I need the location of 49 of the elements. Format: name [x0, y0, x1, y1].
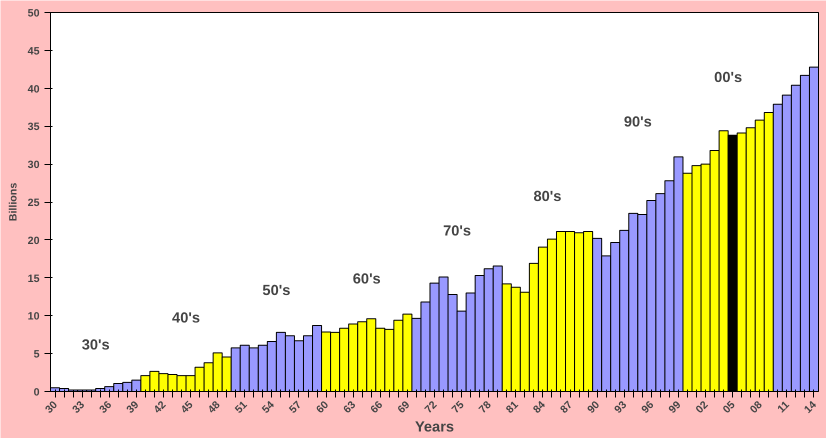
- y-tick-label: 30: [28, 159, 40, 172]
- annotation: 50's: [262, 283, 290, 300]
- y-tick-label: 50: [28, 8, 40, 20]
- x-tick-label: 57: [287, 398, 304, 416]
- x-tick-label: 78: [476, 398, 494, 416]
- x-tick-label: 02: [694, 398, 711, 416]
- annotation: 40's: [172, 310, 200, 326]
- x-tick-label: 96: [639, 398, 656, 416]
- x-tick-label: 87: [558, 398, 576, 416]
- y-tick-label: 40: [28, 83, 40, 96]
- annotation: 70's: [443, 224, 472, 240]
- x-tick-label: 08: [748, 398, 765, 416]
- y-tick-label: 45: [28, 45, 40, 58]
- y-tick-label: 15: [28, 272, 40, 285]
- annotation: 80's: [533, 189, 562, 206]
- y-tick-label: 0: [34, 386, 40, 398]
- x-tick-label: 54: [260, 398, 277, 416]
- y-tick-label: 20: [28, 234, 40, 247]
- y-tick-label: 25: [28, 197, 40, 209]
- x-tick-label: 48: [206, 398, 223, 416]
- x-tick-label: 05: [720, 398, 738, 416]
- annotation: 00's: [714, 70, 742, 86]
- annotation: 30's: [82, 338, 110, 354]
- y-tick-label: 35: [28, 121, 40, 134]
- x-tick-label: 93: [612, 398, 630, 416]
- x-tick-label: 72: [422, 398, 440, 416]
- y-tick-label: 10: [28, 310, 40, 323]
- x-tick-label: 66: [368, 398, 386, 416]
- x-tick-label: 60: [314, 398, 332, 416]
- annotation: 90's: [624, 114, 652, 130]
- x-axis-title: Years: [414, 420, 454, 436]
- x-tick-label: 51: [232, 398, 250, 416]
- y-tick-label: 5: [34, 348, 40, 361]
- x-tick-label: 33: [70, 398, 88, 416]
- x-tick-label: 90: [585, 398, 602, 416]
- x-tick-label: 11: [775, 398, 792, 416]
- x-tick-label: 45: [178, 398, 196, 416]
- x-tick-label: 36: [97, 398, 114, 416]
- x-tick-label: 39: [124, 398, 142, 416]
- x-tick-label: 42: [152, 398, 168, 416]
- x-tick-label: 63: [341, 398, 358, 416]
- x-tick-label: 99: [666, 398, 684, 416]
- x-tick-label: 84: [531, 398, 548, 416]
- x-tick-label: 75: [450, 398, 467, 416]
- y-axis-title: Billions: [8, 182, 20, 222]
- x-tick-label: 69: [395, 398, 412, 416]
- annotation: 60's: [352, 272, 381, 288]
- x-tick-label: 81: [504, 398, 521, 416]
- x-tick-label: 14: [802, 398, 819, 416]
